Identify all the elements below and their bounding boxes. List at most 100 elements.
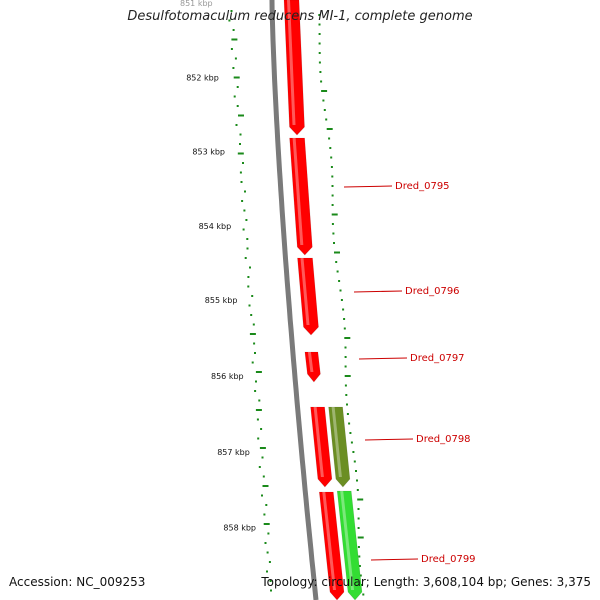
genome-backbone bbox=[269, 0, 319, 600]
gene-highlight bbox=[331, 407, 342, 477]
gc-dot bbox=[331, 175, 334, 178]
gc-dot bbox=[355, 470, 357, 472]
gc-dot bbox=[331, 223, 334, 225]
gc-dot bbox=[254, 352, 256, 354]
gc-dot bbox=[243, 209, 246, 212]
gc-dot bbox=[338, 280, 341, 282]
gc-dot bbox=[231, 38, 238, 41]
gc-dot bbox=[267, 532, 270, 535]
gene-label[interactable]: Dred_0796 bbox=[405, 286, 460, 297]
gc-dot bbox=[325, 118, 328, 121]
gc-dot bbox=[318, 42, 321, 45]
genome-summary-text: Topology: circular; Length: 3,608,104 bp… bbox=[261, 575, 591, 589]
gc-dot bbox=[350, 441, 353, 444]
gc-dot bbox=[348, 422, 351, 425]
gc-dot bbox=[228, 19, 231, 22]
gc-dot bbox=[326, 128, 333, 130]
gc-dot bbox=[359, 574, 362, 577]
gc-dot bbox=[340, 299, 343, 301]
gc-dot bbox=[344, 365, 347, 368]
gc-dot bbox=[342, 308, 345, 311]
gc-dot bbox=[323, 109, 326, 111]
gc-dot bbox=[318, 61, 321, 64]
gc-dot bbox=[230, 48, 233, 50]
gene-arrow[interactable] bbox=[318, 491, 345, 600]
gene-arrow[interactable] bbox=[283, 0, 305, 136]
gc-dot bbox=[357, 508, 360, 510]
gc-dot bbox=[270, 589, 272, 592]
gc-dot bbox=[263, 523, 270, 525]
gc-dot bbox=[244, 190, 246, 193]
gc-dot bbox=[360, 584, 363, 586]
gc-dot bbox=[239, 143, 241, 145]
gc-dot bbox=[251, 361, 254, 364]
gc-dot bbox=[232, 29, 235, 31]
gc-dot bbox=[332, 232, 335, 235]
gene-arrow[interactable] bbox=[297, 257, 319, 336]
gc-dot bbox=[255, 380, 257, 383]
gc-dot bbox=[230, 10, 233, 12]
gc-dot bbox=[344, 346, 347, 349]
gc-dot bbox=[259, 447, 266, 449]
gc-dot bbox=[250, 314, 253, 316]
gc-dot bbox=[247, 285, 250, 288]
gc-dot bbox=[330, 156, 333, 159]
gc-dot bbox=[244, 257, 247, 259]
gc-dot bbox=[232, 67, 235, 69]
gc-dot bbox=[235, 124, 238, 126]
gc-dot bbox=[343, 327, 346, 330]
gc-dot bbox=[248, 304, 251, 307]
scale-tick-label: 854 kbp bbox=[199, 222, 232, 231]
gene-label-leader bbox=[364, 438, 414, 441]
gc-dot bbox=[357, 517, 360, 520]
gc-dot bbox=[239, 171, 242, 174]
gc-dot bbox=[251, 295, 254, 297]
gc-dot bbox=[336, 270, 339, 273]
gc-dot bbox=[344, 337, 351, 339]
gene-label[interactable]: Dred_0798 bbox=[416, 434, 471, 445]
gc-dot bbox=[357, 527, 360, 529]
gene-arrow[interactable] bbox=[310, 406, 333, 488]
gc-dot bbox=[266, 551, 269, 554]
gc-dot bbox=[262, 485, 269, 487]
gc-dot bbox=[238, 114, 244, 117]
gc-dot bbox=[334, 251, 340, 254]
gc-dot bbox=[249, 333, 256, 335]
gc-dot bbox=[240, 181, 243, 183]
gene-arrow[interactable] bbox=[289, 137, 313, 256]
gene-highlight bbox=[307, 352, 314, 372]
gc-dot bbox=[246, 247, 249, 250]
scale-tick-label: 853 kbp bbox=[192, 148, 225, 157]
gc-dot bbox=[233, 95, 236, 98]
gc-dot bbox=[253, 342, 256, 345]
gene-label[interactable]: Dred_0797 bbox=[410, 353, 465, 364]
gc-dot bbox=[256, 418, 259, 421]
gc-dot bbox=[236, 105, 239, 107]
gene-label[interactable]: Dred_0795 bbox=[395, 181, 450, 192]
gc-dot bbox=[258, 466, 261, 468]
gene-arrow[interactable] bbox=[336, 490, 363, 600]
gc-dot bbox=[247, 276, 250, 278]
gc-dot bbox=[353, 460, 356, 463]
gc-dot bbox=[318, 33, 321, 35]
gc-dot bbox=[335, 261, 338, 263]
gc-dot bbox=[241, 200, 244, 202]
gc-dot bbox=[328, 137, 331, 140]
gc-dot bbox=[356, 479, 358, 482]
gc-dot bbox=[246, 238, 249, 240]
gene-label[interactable]: Dred_0799 bbox=[421, 554, 476, 565]
gc-dot bbox=[330, 166, 333, 168]
gc-dot bbox=[339, 289, 342, 292]
gc-dot bbox=[319, 71, 322, 73]
gene-arrow[interactable] bbox=[328, 406, 351, 488]
gc-dot bbox=[263, 513, 266, 516]
gene-label-leader bbox=[343, 185, 393, 188]
accession-text: Accession: NC_009253 bbox=[9, 575, 146, 589]
gc-dot bbox=[322, 99, 325, 102]
gc-dot bbox=[344, 375, 351, 377]
gc-dot bbox=[345, 394, 348, 396]
gene-arrow[interactable] bbox=[304, 351, 321, 383]
gc-dot bbox=[352, 451, 355, 453]
gc-dot bbox=[358, 565, 361, 567]
gc-dot bbox=[346, 403, 348, 406]
